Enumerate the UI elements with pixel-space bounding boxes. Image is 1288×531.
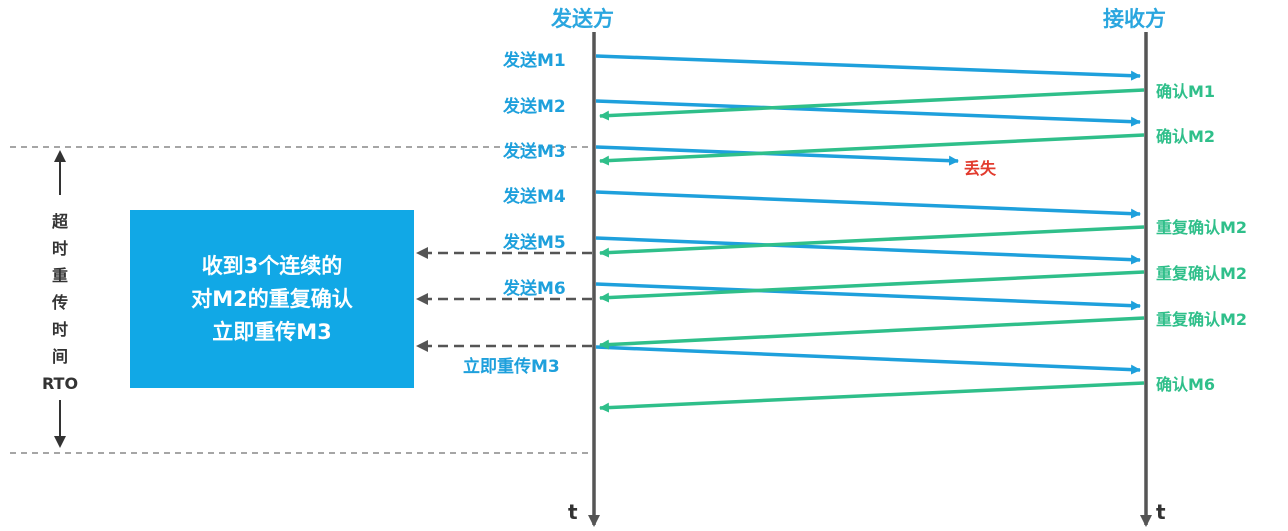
retransmit-label: 立即重传M3: [463, 357, 560, 377]
ack-arrow-m6: [599, 381, 1145, 413]
send-arrow-m6: [595, 282, 1141, 311]
send-label: 发送M2: [503, 97, 566, 117]
send-arrow-m2: [595, 99, 1141, 127]
ack-label: 重复确认M2: [1156, 264, 1248, 283]
ack-arrow-dup1: [599, 225, 1145, 258]
rto-char: 传: [51, 293, 68, 312]
ack-arrow-m2: [599, 133, 1145, 166]
sender-time-label: t: [568, 500, 578, 524]
ack-arrow-dup2: [599, 270, 1145, 303]
ack-arrow-dup3: [599, 316, 1145, 350]
receiver-time-label: t: [1156, 500, 1166, 524]
rto-char: RTO: [41, 374, 79, 393]
note-line: 立即重传M3: [212, 319, 332, 344]
send-label: 发送M1: [503, 51, 566, 71]
ack-label: 重复确认M2: [1156, 218, 1248, 237]
rto-label: 超 时 重 传 时 间 RTO: [40, 208, 80, 397]
fast-retransmit-note: 收到3个连续的 对M2的重复确认 立即重传M3: [130, 210, 414, 388]
ack-label: 确认M2: [1156, 127, 1216, 146]
send-arrow-m5: [595, 236, 1141, 265]
ack-label: 重复确认M2: [1156, 310, 1248, 329]
ack-arrow-m1: [599, 88, 1145, 121]
send-label: 发送M5: [503, 233, 566, 253]
note-line: 对M2的重复确认: [191, 286, 353, 311]
rto-char: 时: [51, 239, 68, 258]
rto-char: 时: [51, 320, 68, 339]
send-label: 发送M6: [503, 279, 566, 299]
send-arrow-retransmit-m3: [595, 345, 1141, 375]
ack-label: 确认M1: [1156, 82, 1216, 101]
receiver-header: 接收方: [1103, 7, 1166, 31]
lost-label: 丢失: [964, 159, 997, 178]
rto-char: 超: [51, 212, 68, 231]
send-label: 发送M4: [503, 187, 566, 207]
ack-label: 确认M6: [1156, 375, 1216, 394]
rto-char: 重: [51, 266, 68, 285]
send-arrow-m1: [595, 54, 1141, 81]
send-arrow-m4: [595, 190, 1141, 219]
rto-char: 间: [51, 347, 68, 366]
note-line: 收到3个连续的: [201, 253, 343, 278]
send-label: 发送M3: [503, 142, 566, 162]
sender-header: 发送方: [551, 7, 614, 31]
